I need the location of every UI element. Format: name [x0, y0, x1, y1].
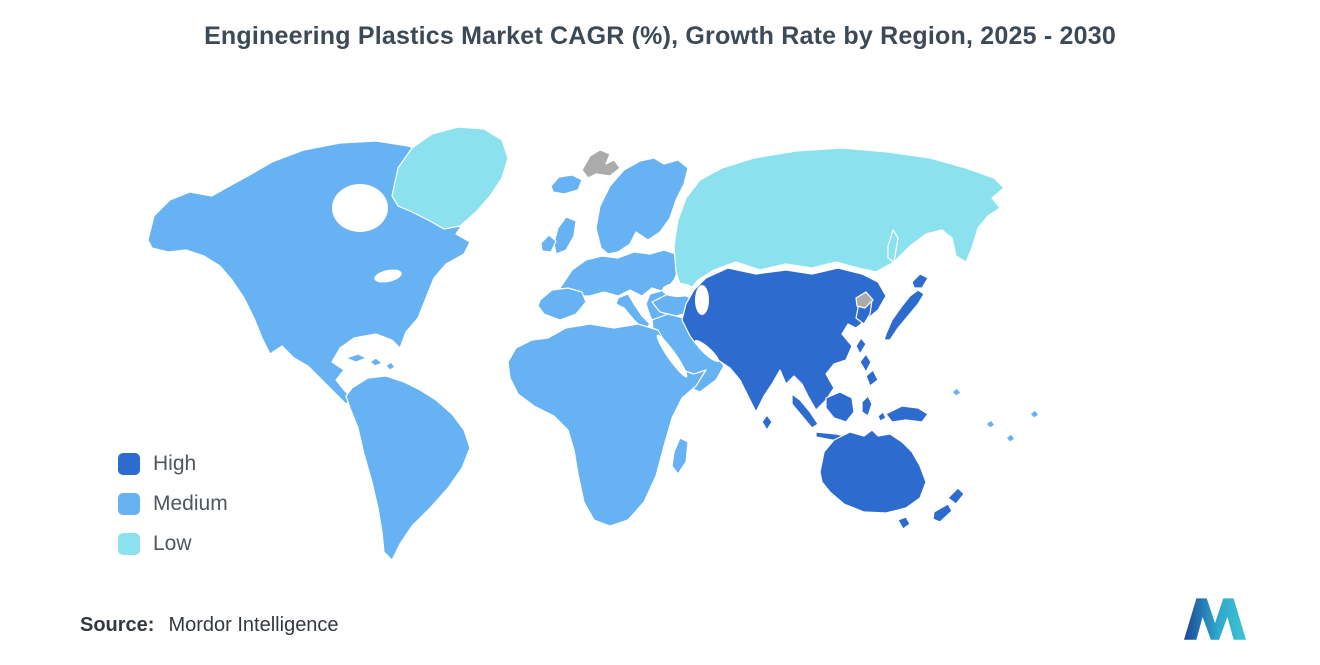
- region-pacific-islands: [951, 387, 1040, 443]
- black-sea: [662, 283, 694, 297]
- region-asia-pacific-mainland: [681, 267, 887, 413]
- region-north-korea: [855, 291, 874, 309]
- region-new-guinea: [885, 405, 929, 423]
- legend-label-medium: Medium: [153, 492, 228, 515]
- water-overlays: [332, 184, 720, 378]
- region-iceland: [550, 174, 583, 195]
- legend-swatch-medium: [118, 493, 140, 515]
- region-south-america: [345, 375, 471, 561]
- legend-item-high: High: [118, 452, 228, 476]
- region-united-kingdom: [553, 216, 577, 255]
- region-africa: [507, 323, 707, 527]
- mordor-intelligence-logo: [1184, 598, 1246, 640]
- source-value: Mordor Intelligence: [168, 614, 339, 636]
- region-ireland: [540, 234, 557, 253]
- red-sea: [656, 334, 688, 378]
- region-sakhalin: [887, 229, 899, 263]
- region-new-zealand: [932, 487, 965, 523]
- source-line: Source: Mordor Intelligence: [80, 614, 339, 637]
- region-madagascar: [671, 437, 689, 475]
- region-sri-lanka: [761, 414, 773, 431]
- source-label: Source:: [80, 614, 155, 636]
- legend: High Medium Low: [118, 452, 228, 556]
- legend-swatch-low: [118, 533, 140, 555]
- legend-label-high: High: [153, 452, 197, 475]
- region-caribbean: [345, 353, 396, 371]
- region-greenland: [391, 126, 509, 230]
- region-australia: [819, 429, 927, 530]
- chart-title: Engineering Plastics Market CAGR (%), Gr…: [204, 22, 1116, 50]
- legend-item-medium: Medium: [118, 492, 228, 516]
- legend-label-low: Low: [153, 532, 192, 555]
- region-japan: [883, 273, 929, 341]
- legend-swatch-high: [118, 453, 140, 475]
- mordor-logo-mark: [1184, 598, 1246, 640]
- region-iberia: [537, 287, 587, 321]
- legend-item-low: Low: [118, 532, 228, 556]
- region-taiwan: [855, 337, 867, 355]
- region-north-america: [147, 140, 471, 405]
- region-scandinavia: [595, 157, 689, 255]
- region-svalbard: [581, 149, 621, 179]
- hudson-bay: [332, 184, 388, 232]
- region-russia: [673, 147, 1005, 297]
- caspian-sea: [695, 285, 709, 315]
- region-europe-mainland: [559, 249, 681, 297]
- region-philippines: [859, 353, 879, 387]
- persian-gulf: [694, 339, 720, 363]
- great-lakes: [374, 269, 402, 283]
